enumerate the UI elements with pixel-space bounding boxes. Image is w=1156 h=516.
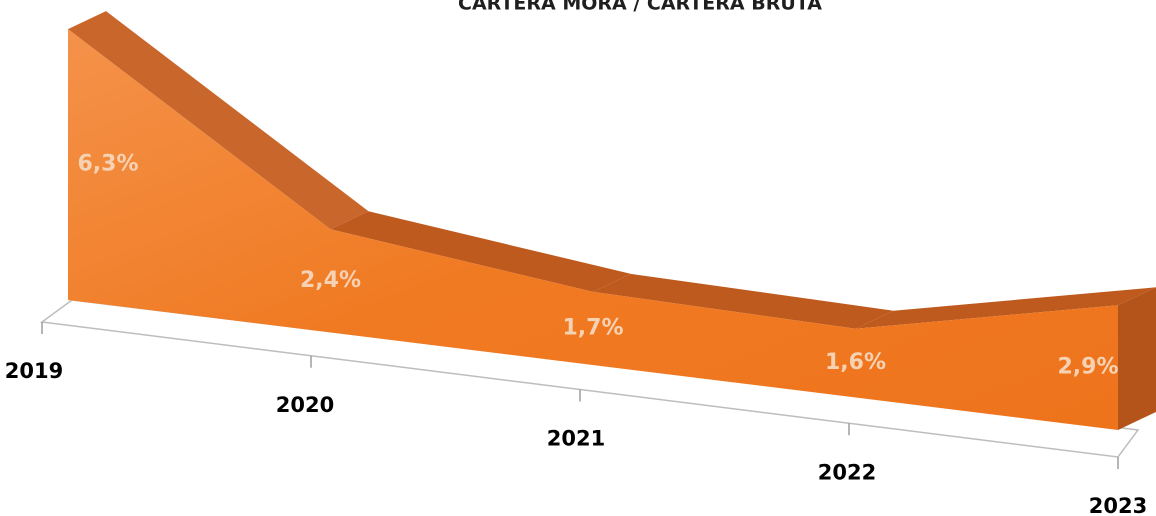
x-tick-label: 2022 [818,460,876,484]
chart-title: CARTERA MORA / CARTERA BRUTA [458,0,822,15]
area-top [68,11,369,230]
data-label: 1,7% [562,315,623,340]
area-top [855,287,1156,329]
x-tick-label: 2020 [276,393,334,417]
x-tick-label: 2021 [547,427,605,451]
area-side [1118,287,1156,430]
data-label: 2,4% [300,268,361,293]
data-label: 2,9% [1057,355,1118,380]
x-tick-label: 2019 [5,359,63,383]
x-tick-label: 2023 [1089,494,1147,516]
area [68,29,1118,430]
area-top [330,211,631,292]
data-label: 6,3% [77,152,138,177]
data-label: 1,6% [825,350,886,375]
area-top [593,273,894,329]
